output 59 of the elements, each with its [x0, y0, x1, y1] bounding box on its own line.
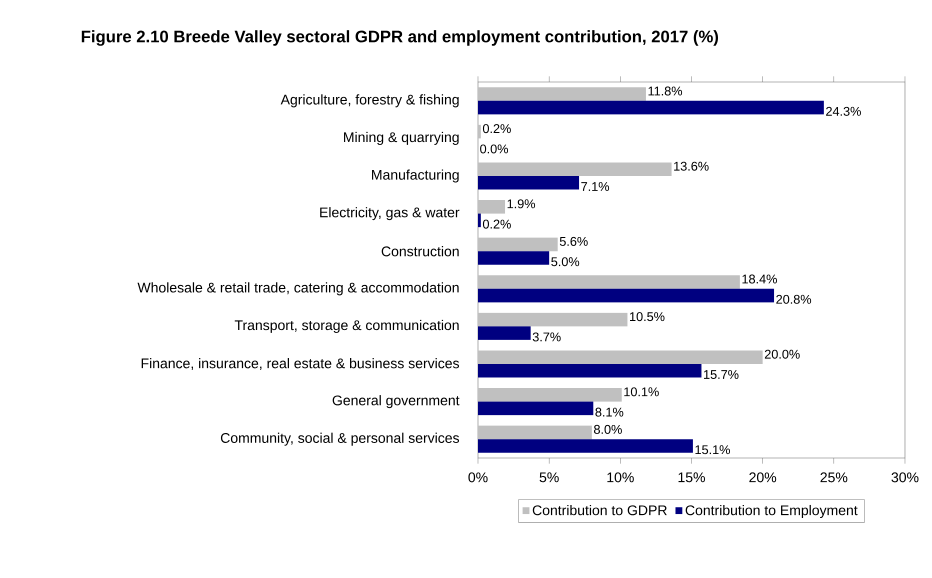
y-tick-label: Finance, insurance, real estate & business services: [142, 358, 460, 370]
data-label: 13.6%: [674, 162, 709, 171]
bar: [478, 364, 702, 378]
data-label: 3.7%: [532, 332, 561, 342]
x-tick-label: 0%: [468, 472, 488, 482]
data-label: 1.9%: [508, 199, 536, 208]
data-label: 5.6%: [560, 236, 588, 246]
y-tick-label: Construction: [382, 246, 459, 256]
bar: [478, 326, 531, 340]
bar: [478, 100, 824, 114]
data-label: 0.0%: [480, 144, 508, 154]
bar: [478, 312, 628, 326]
x-tick-label: 20%: [749, 472, 776, 482]
bar: [478, 214, 481, 228]
y-tick-label: General government: [332, 395, 460, 408]
x-tick-label: 30%: [892, 472, 918, 482]
y-tick-label: Manufacturing: [372, 169, 459, 183]
data-label: 20.8%: [776, 294, 812, 304]
data-label: 7.1%: [581, 182, 610, 191]
x-tick-label: 10%: [607, 472, 634, 482]
bar: [478, 87, 646, 101]
data-label: 15.1%: [695, 445, 730, 454]
chart-title: Figure 2.10 Breede Valley sectoral GDPR and employment contribution, 2017 (%): [82, 30, 718, 46]
bar: [478, 439, 693, 453]
data-label: 11.8%: [648, 86, 682, 96]
y-tick-label: Community, social & personal services: [220, 432, 460, 446]
data-label: 0.2%: [482, 124, 511, 134]
bar: [478, 238, 558, 252]
data-label: 5.0%: [551, 257, 580, 266]
bar: [478, 124, 481, 138]
bar: [478, 162, 672, 176]
x-tick-label: 25%: [820, 472, 848, 482]
bar: [478, 200, 506, 214]
y-tick-label: Wholesale & retail trade, catering & accommodation: [138, 282, 459, 296]
y-tick-label: Mining & quarrying: [344, 132, 459, 145]
data-label: 8.1%: [595, 408, 624, 417]
x-tick-label: 5%: [540, 472, 559, 482]
y-tick-label: Electricity, gas & water: [320, 207, 460, 220]
y-tick-label: Transport, storage & communication: [234, 320, 459, 333]
bar: [478, 350, 763, 364]
x-tick-label: 15%: [678, 472, 705, 482]
data-label: 10.1%: [624, 387, 659, 396]
bar: [478, 251, 550, 265]
legend-label: Contribution to GDPR: [532, 504, 667, 516]
data-label: 0.2%: [482, 220, 511, 229]
data-label: 8.0%: [594, 424, 622, 434]
data-label: 15.7%: [704, 370, 739, 379]
bar: [478, 402, 594, 416]
bar: [478, 176, 580, 190]
y-tick-label: Agriculture, forestry & fishing: [280, 94, 459, 108]
data-label: 24.3%: [826, 106, 861, 116]
data-label: 18.4%: [742, 274, 777, 284]
bar: [478, 426, 592, 440]
bar: [478, 288, 774, 302]
data-label: 20.0%: [764, 350, 800, 359]
legend-label: Contribution to Employment: [686, 504, 858, 518]
data-label: 10.5%: [630, 312, 665, 322]
bar: [478, 275, 740, 289]
bar: [478, 388, 622, 402]
